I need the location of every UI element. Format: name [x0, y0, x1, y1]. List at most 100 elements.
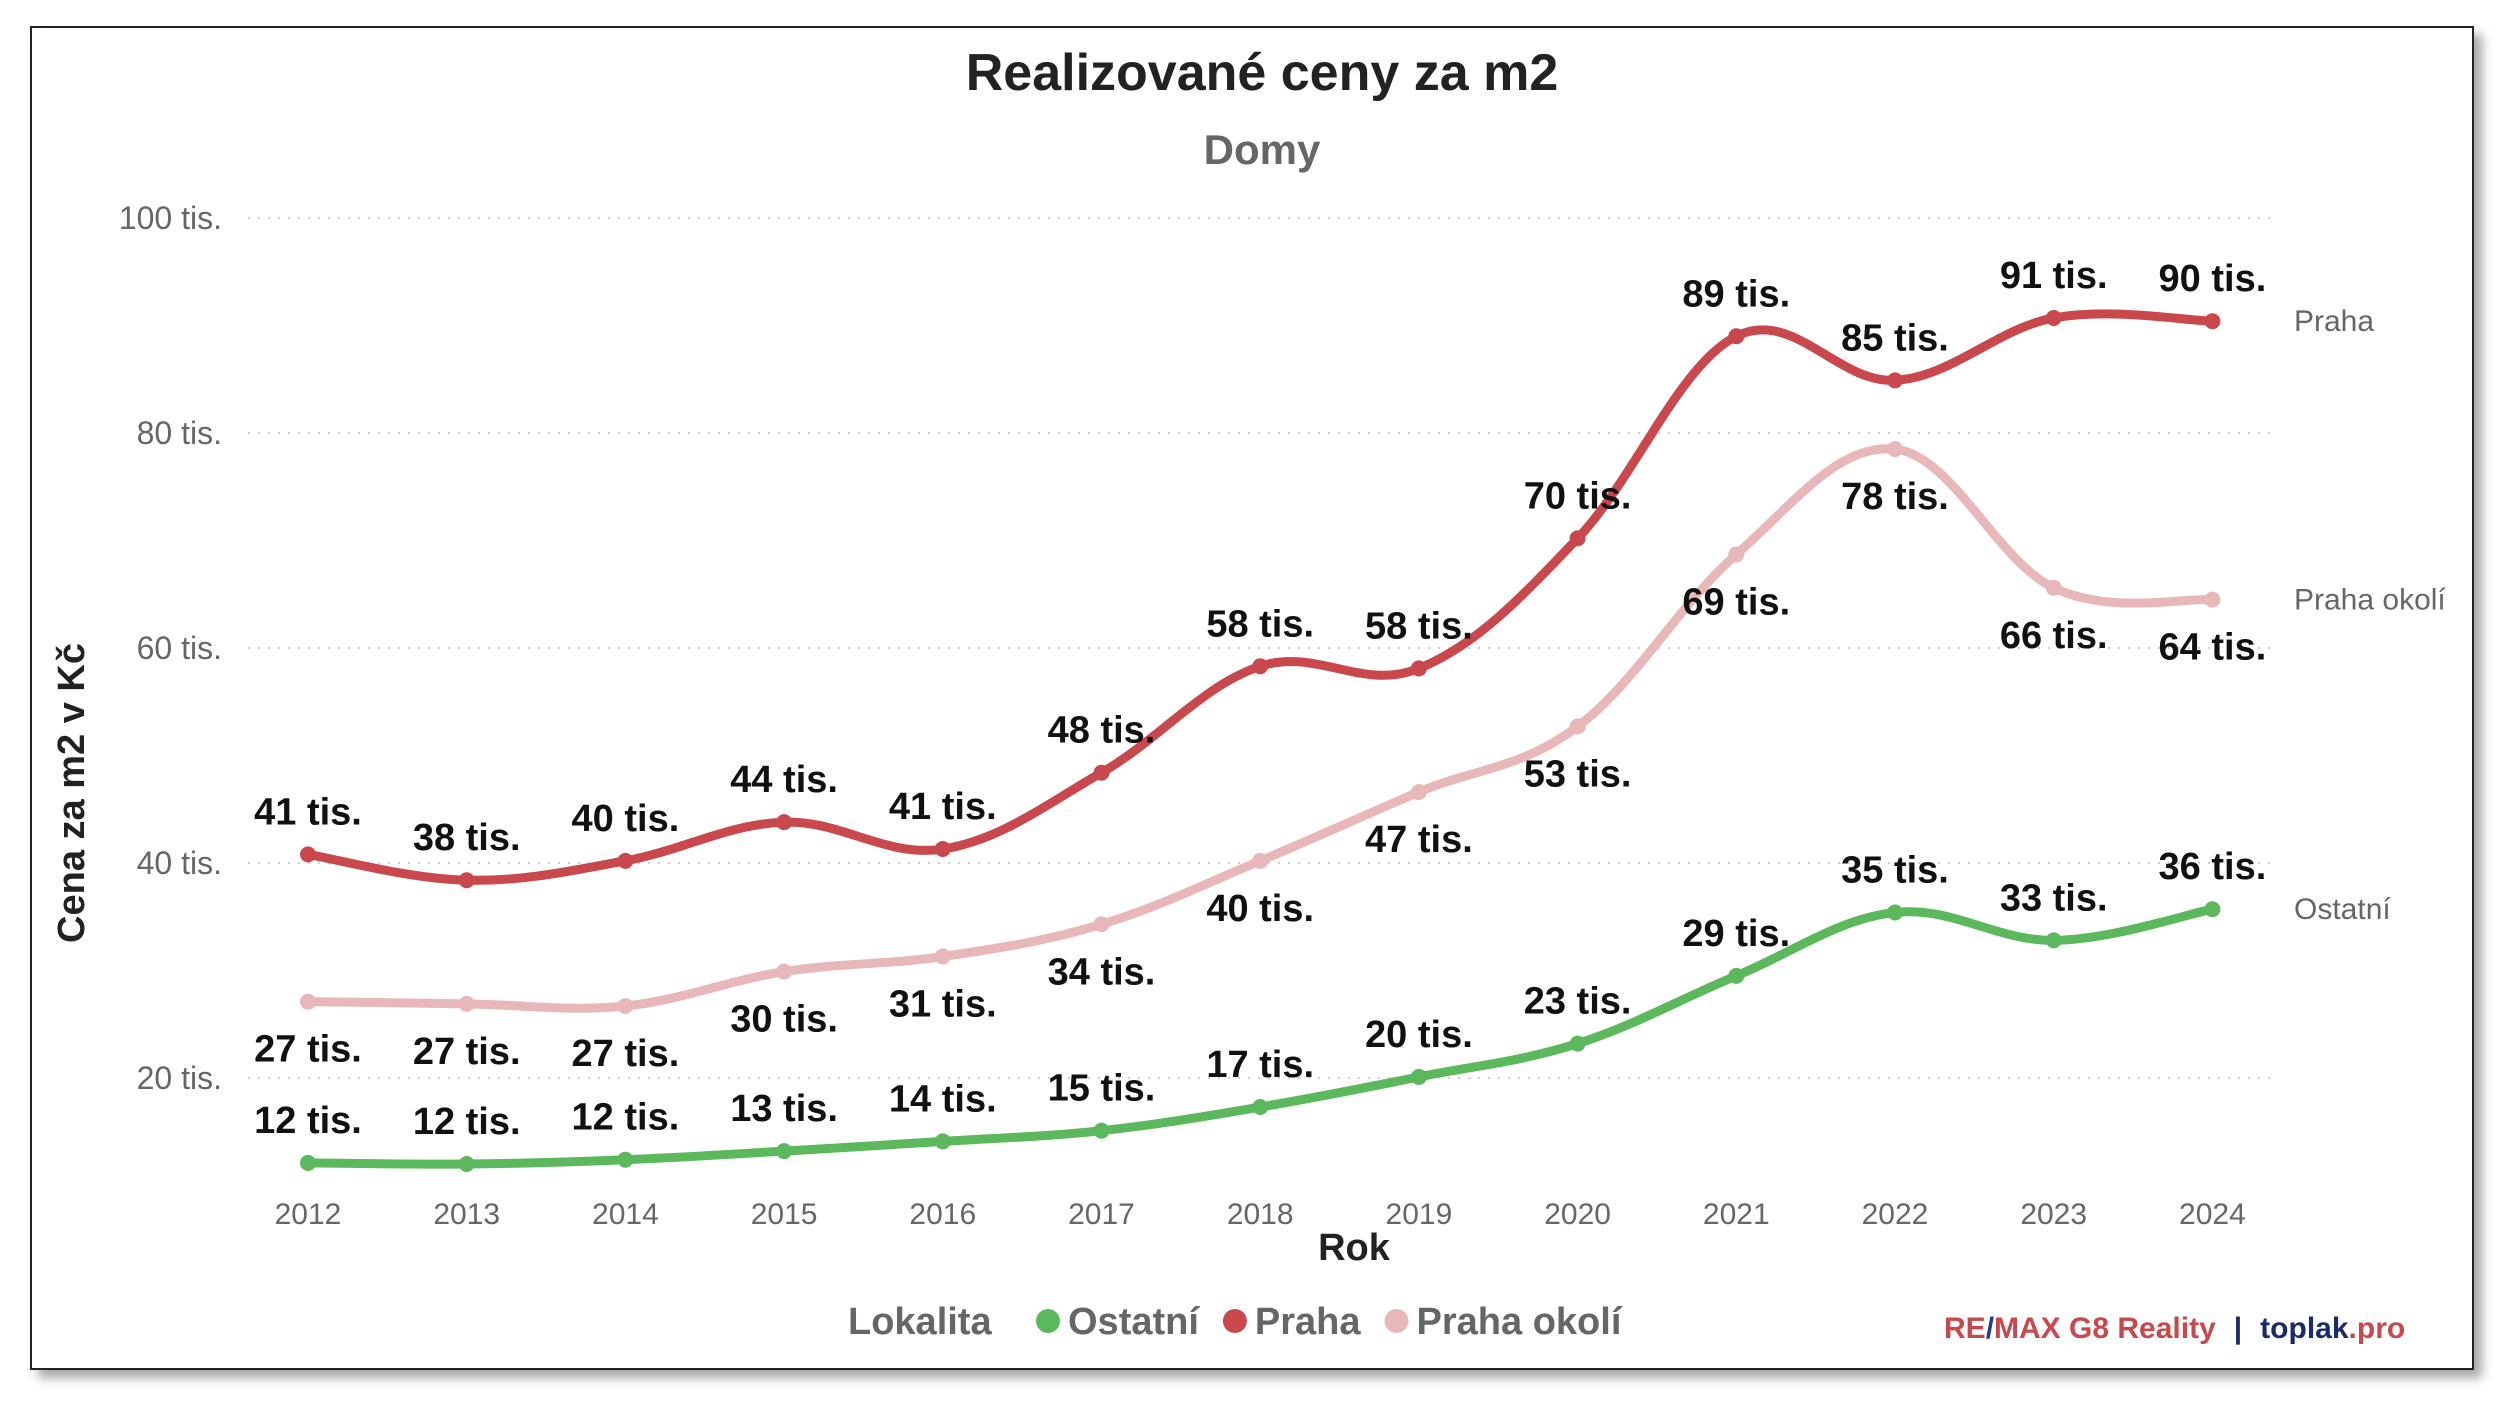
chart-title: Realizované ceny za m2: [966, 44, 1559, 102]
data-point: [1093, 764, 1110, 781]
data-label: 78 tis.: [1841, 476, 1949, 518]
data-label: 27 tis.: [572, 1033, 680, 1075]
data-point: [2045, 932, 2062, 949]
data-label: 14 tis.: [889, 1078, 997, 1120]
x-tick-label: 2012: [275, 1198, 342, 1231]
data-label: 58 tis.: [1206, 603, 1314, 645]
data-point: [1728, 328, 1745, 345]
credit: RE/MAX G8 Reality | toplak.pro: [1944, 1312, 2405, 1345]
legend-swatch: [1384, 1309, 1409, 1333]
data-point: [617, 997, 634, 1014]
data-label: 31 tis.: [889, 984, 997, 1026]
y-tick-label: 60 tis.: [137, 630, 222, 666]
credit-separator: |: [2234, 1312, 2242, 1345]
series-end-label: Ostatní: [2294, 893, 2391, 926]
data-point: [934, 948, 951, 965]
data-point: [2204, 901, 2221, 918]
legend-item-label: Praha okolí: [1417, 1301, 1623, 1343]
data-label: 23 tis.: [1524, 981, 1632, 1023]
data-point: [300, 1154, 316, 1171]
data-point: [617, 852, 634, 869]
legend-item-label: Praha: [1255, 1301, 1361, 1343]
y-axis-label: Cena za m2 v Kč: [51, 643, 93, 943]
chart-card: Realizované ceny za m2 Domy 20 tis. 40 ti…: [30, 26, 2474, 1370]
data-label: 70 tis.: [1524, 475, 1632, 517]
data-point: [300, 846, 316, 863]
data-point: [1887, 372, 1903, 389]
grid: [248, 217, 2272, 1079]
data-label: 12 tis.: [413, 1101, 521, 1143]
data-point: [300, 993, 316, 1010]
data-label: 17 tis.: [1206, 1044, 1314, 1086]
data-label: 89 tis.: [1682, 273, 1790, 315]
data-point: [2204, 591, 2221, 608]
data-label: 41 tis.: [254, 791, 362, 833]
line-chart: Realizované ceny za m2 Domy 20 tis. 40 ti…: [51, 44, 2446, 1345]
credit-toplak: toplak: [2260, 1312, 2349, 1345]
legend-item-label: Ostatní: [1068, 1301, 1200, 1343]
credit-remax-name: MAX G8 Reality: [1994, 1312, 2216, 1345]
data-label: 64 tis.: [2159, 627, 2267, 669]
data-label: 12 tis.: [572, 1097, 680, 1139]
y-tick-label: 100 tis.: [119, 200, 222, 236]
data-label: 90 tis.: [2159, 258, 2267, 300]
data-point: [776, 963, 793, 980]
data-point: [458, 872, 475, 889]
data-label: 12 tis.: [254, 1100, 362, 1142]
data-point: [1887, 904, 1903, 921]
data-point: [617, 1151, 634, 1168]
series: [300, 309, 2221, 1172]
y-tick-label: 20 tis.: [137, 1060, 222, 1096]
data-point: [2204, 313, 2221, 330]
data-label: 69 tis.: [1682, 581, 1790, 623]
data-label: 91 tis.: [2000, 255, 2108, 297]
x-tick-label: 2016: [909, 1198, 976, 1231]
data-label: 85 tis.: [1841, 317, 1949, 359]
data-point: [1569, 1035, 1586, 1052]
credit-remax-re: RE: [1944, 1312, 1986, 1345]
data-label: 40 tis.: [572, 798, 680, 840]
series-end-label: Praha okolí: [2294, 584, 2446, 617]
y-tick-label: 40 tis.: [137, 845, 222, 881]
y-tick-label: 80 tis.: [137, 415, 222, 451]
data-point: [934, 841, 951, 858]
data-label: 15 tis.: [1048, 1068, 1156, 1110]
data-point: [1728, 967, 1745, 984]
data-label: 53 tis.: [1524, 753, 1632, 795]
x-tick-label: 2018: [1227, 1198, 1294, 1231]
data-point: [1252, 658, 1269, 675]
data-point: [1569, 718, 1586, 735]
series-line: [303, 309, 2217, 885]
series-ostatní: [300, 901, 2221, 1172]
data-point: [1569, 530, 1586, 547]
data-label: 27 tis.: [254, 1029, 362, 1071]
data-label: 48 tis.: [1048, 710, 1156, 752]
credit-toplak-domain: .pro: [2349, 1312, 2406, 1345]
data-labels: 12 tis. 12 tis. 12 tis. 13 tis. 14 tis. 15 ti…: [254, 255, 2446, 1143]
x-tick-label: 2019: [1386, 1198, 1453, 1231]
data-label: 66 tis.: [2000, 615, 2108, 657]
data-point: [1887, 441, 1903, 458]
data-label: 29 tis.: [1682, 913, 1790, 955]
legend: Lokalita Ostatní Praha Praha okolí: [848, 1301, 1623, 1343]
x-tick-label: 2015: [751, 1198, 818, 1231]
data-label: 30 tis.: [730, 999, 838, 1041]
data-label: 47 tis.: [1365, 819, 1473, 861]
data-point: [1410, 784, 1427, 801]
x-tick-label: 2014: [592, 1198, 659, 1231]
data-point: [458, 1156, 475, 1172]
x-tick-label: 2023: [2020, 1198, 2087, 1231]
x-tick-label: 2020: [1544, 1198, 1611, 1231]
data-label: 58 tis.: [1365, 605, 1473, 647]
series-end-label: Praha: [2294, 305, 2374, 338]
data-label: 20 tis.: [1365, 1014, 1473, 1056]
data-point: [458, 995, 475, 1012]
series-praha: [300, 309, 2221, 889]
data-point: [934, 1133, 951, 1150]
data-label: 41 tis.: [889, 786, 997, 828]
data-point: [1093, 916, 1110, 933]
data-label: 38 tis.: [413, 817, 521, 859]
data-label: 44 tis.: [730, 759, 838, 801]
x-tick-label: 2013: [433, 1198, 500, 1231]
data-point: [1410, 660, 1427, 677]
